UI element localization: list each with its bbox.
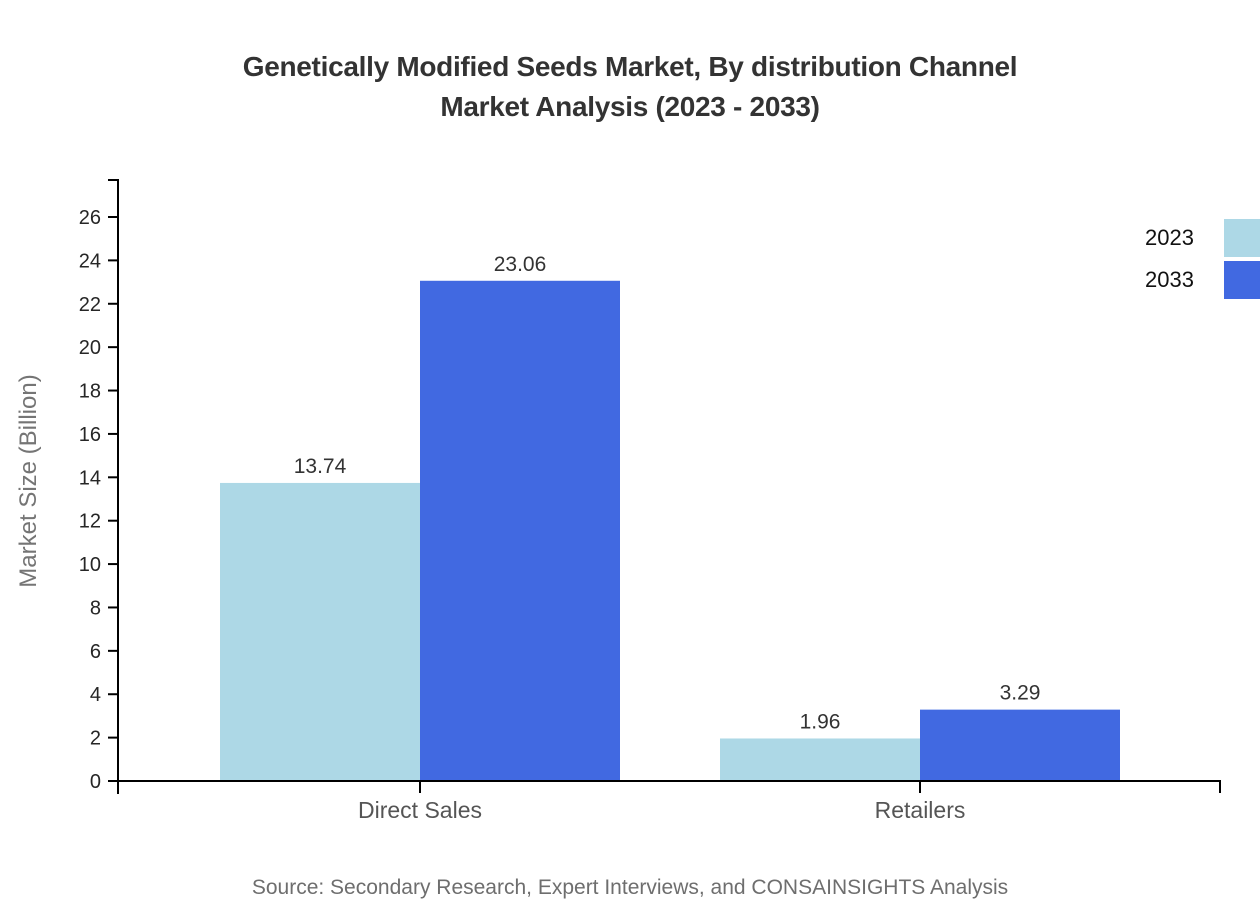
value-label: 1.96 bbox=[800, 710, 841, 733]
y-tick-label: 4 bbox=[90, 684, 101, 706]
y-tick-label: 22 bbox=[79, 294, 101, 316]
y-tick-label: 26 bbox=[79, 207, 101, 229]
y-tick-label: 8 bbox=[90, 597, 101, 619]
value-label: 23.06 bbox=[494, 253, 547, 276]
category-label: Direct Sales bbox=[358, 797, 482, 823]
legend-swatch-2033 bbox=[1224, 261, 1260, 299]
bar-2023-retailers bbox=[720, 738, 920, 781]
legend-label-2023: 2023 bbox=[1145, 225, 1194, 250]
bar-2033-retailers bbox=[920, 709, 1120, 781]
x-axis: Direct Sales Retailers bbox=[118, 780, 1221, 823]
y-tick-label: 6 bbox=[90, 641, 101, 663]
bars: 13.74 1.96 23.06 3.29 bbox=[220, 253, 1120, 781]
legend-item-2023: 2023 bbox=[1145, 219, 1260, 257]
chart-title: Genetically Modified Seeds Market, By di… bbox=[0, 47, 1260, 127]
y-tick-label: 10 bbox=[79, 554, 101, 576]
y-axis-title: Market Size (Billion) bbox=[15, 374, 42, 587]
chart-title-line1: Genetically Modified Seeds Market, By di… bbox=[242, 51, 1018, 82]
y-tick-label: 16 bbox=[79, 424, 101, 446]
y-tick-label: 18 bbox=[79, 381, 101, 403]
legend: 2023 2033 bbox=[1145, 219, 1260, 303]
source-text: Source: Secondary Research, Expert Inter… bbox=[251, 876, 1009, 899]
bar-2023-direct-sales bbox=[220, 482, 420, 781]
legend-swatch-2023 bbox=[1224, 219, 1260, 257]
legend-label-2033: 2033 bbox=[1145, 267, 1194, 292]
y-tick-label: 12 bbox=[79, 511, 101, 533]
y-tick-label: 24 bbox=[79, 250, 101, 272]
y-tick-label: 0 bbox=[90, 771, 101, 793]
value-label: 13.74 bbox=[294, 455, 347, 478]
chart-title-line2: Market Analysis (2023 - 2033) bbox=[440, 91, 820, 122]
legend-item-2033: 2033 bbox=[1145, 261, 1260, 299]
bar-2033-direct-sales bbox=[420, 280, 620, 781]
y-tick-label: 14 bbox=[79, 467, 101, 489]
category-label: Retailers bbox=[875, 797, 966, 823]
y-tick-label: 20 bbox=[79, 337, 101, 359]
y-tick-label: 2 bbox=[90, 728, 101, 750]
value-label: 3.29 bbox=[1000, 682, 1041, 705]
